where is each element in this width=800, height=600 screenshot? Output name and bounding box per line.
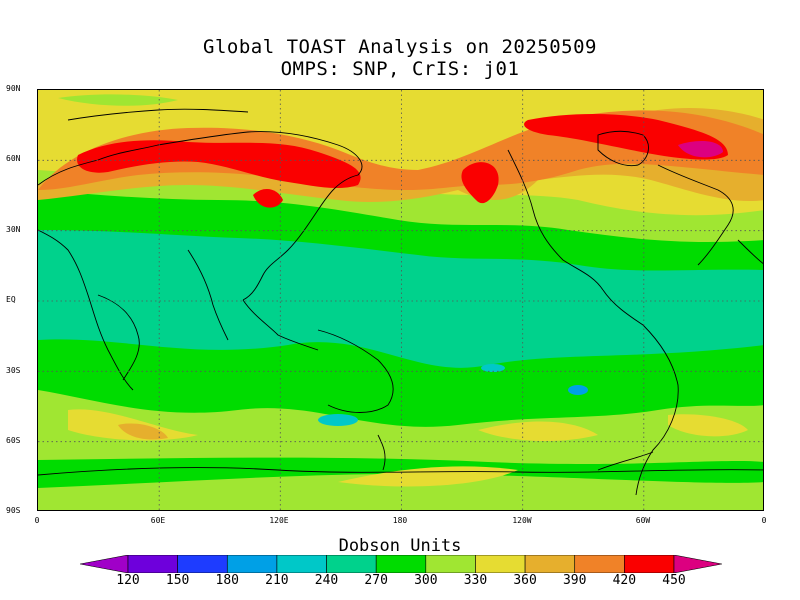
lon-label-0: 0: [34, 516, 40, 525]
contour-tropical-low-2: [568, 385, 588, 395]
lon-label-0-right: 0: [761, 516, 767, 525]
colorbar-swatch: [276, 555, 327, 573]
chart-title: Global TOAST Analysis on 20250509: [203, 36, 597, 58]
contour-south-low: [318, 414, 358, 426]
lat-label-60s: 60S: [6, 436, 21, 445]
colorbar-level-label: 240: [314, 573, 339, 588]
colorbar-level-label: 330: [463, 573, 488, 588]
colorbar-arrow-high: [673, 555, 722, 573]
ozone-map: [38, 90, 763, 510]
contour-south-ocean-yellow: [478, 421, 598, 442]
contour-antarctic-interior: [38, 473, 763, 510]
colorbar-swatch: [326, 555, 377, 573]
contour-tropical-low: [481, 364, 505, 372]
colorbar-title: Dobson Units: [338, 536, 462, 556]
contour-south-ocean-yellow2: [668, 414, 748, 437]
colorbar-level-label: 180: [215, 573, 239, 588]
colorbar-swatch: [475, 555, 526, 573]
contour-arctic-band: [58, 94, 178, 106]
colorbar-swatch: [524, 555, 576, 573]
colorbar: [80, 555, 722, 573]
contour-north-pacific-max: [461, 162, 499, 204]
colorbar-swatch: [624, 555, 675, 573]
colorbar-swatch: [375, 555, 427, 573]
lat-label-30s: 30S: [6, 366, 21, 375]
colorbar-level-label: 300: [414, 573, 438, 588]
lat-label-30n: 30N: [6, 225, 21, 234]
colorbar-level-label: 360: [513, 573, 537, 588]
colorbar-swatch: [425, 555, 476, 573]
contour-north-atlantic-max: [524, 114, 728, 160]
chart-subtitle: OMPS: SNP, CrIS: j01: [280, 58, 520, 80]
lat-label-eq: EQ: [6, 295, 16, 304]
contour-south-orange: [118, 423, 168, 440]
map-panel: [37, 89, 764, 511]
colorbar-level-label: 420: [612, 573, 637, 588]
contour-greenland-peak: [678, 140, 723, 158]
coastlines: [38, 108, 763, 496]
colorbar-arrow-low: [80, 555, 129, 573]
colorbar-swatch: [574, 555, 625, 573]
lat-label-90n: 90N: [6, 84, 21, 93]
colorbar-swatch: [127, 555, 178, 573]
colorbar-level-label: 450: [662, 573, 686, 588]
lon-label-180: 180: [392, 516, 408, 525]
colorbar-level-label: 150: [165, 573, 190, 588]
graticule: [38, 90, 763, 510]
colorbar-level-label: 390: [562, 573, 587, 588]
colorbar-swatch: [226, 555, 278, 573]
lon-label-120e: 120E: [269, 516, 289, 525]
colorbar-level-label: 270: [364, 573, 388, 588]
lon-label-60w: 60W: [635, 516, 651, 525]
colorbar-level-label: 210: [265, 573, 289, 588]
lat-label-90s: 90S: [6, 506, 21, 515]
lon-label-60e: 60E: [150, 516, 166, 525]
contour-siberia-max: [77, 140, 361, 189]
colorbar-level-label: 120: [116, 573, 140, 588]
colorbar-swatch: [177, 555, 228, 573]
lon-label-120w: 120W: [512, 516, 532, 525]
contour-east-asia-max: [253, 188, 283, 208]
lat-label-60n: 60N: [6, 154, 21, 163]
